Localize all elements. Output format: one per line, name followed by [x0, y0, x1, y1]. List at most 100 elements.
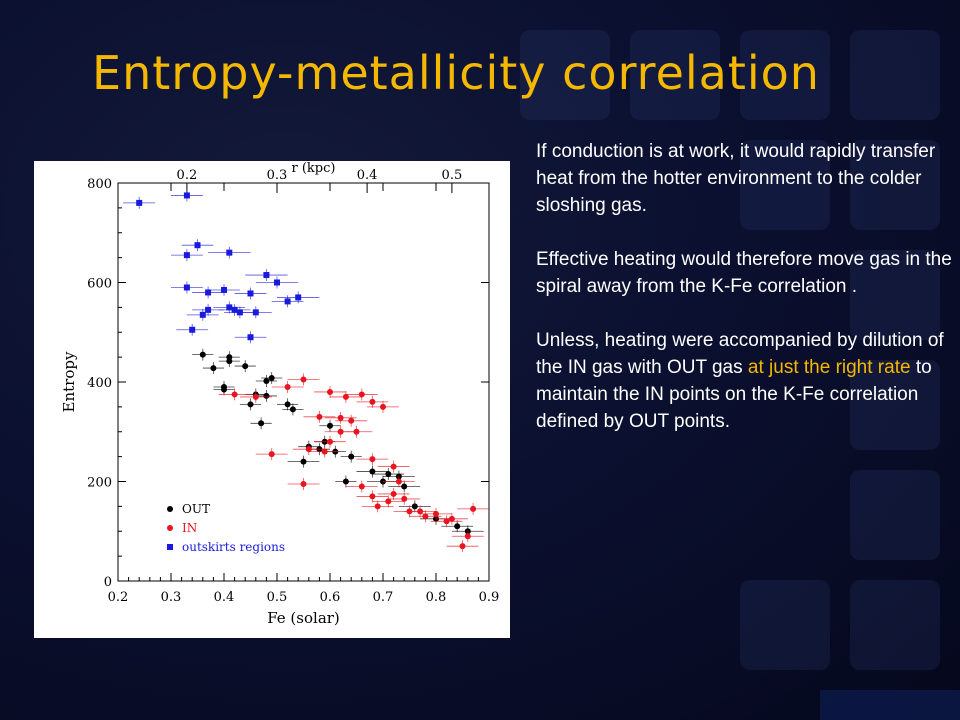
- background-tiles: [520, 30, 940, 670]
- x-axis-label: Fe (solar): [267, 609, 340, 627]
- x-tick-label: 0.2: [108, 590, 129, 605]
- top-tick-label: 0.3: [267, 168, 288, 183]
- in-point: [443, 518, 450, 525]
- in-point: [327, 388, 333, 395]
- in-point: [390, 490, 397, 497]
- in-point: [369, 456, 376, 463]
- out-point: [300, 458, 307, 465]
- top-tick-label: 0.4: [357, 168, 378, 183]
- entropy-fe-scatter-plot: 0.2 0.3 0.4 0.5 0.6 0.7 0.8 0.9 0 200 400 600 800 0.2…: [60, 161, 500, 627]
- in-point: [337, 414, 344, 421]
- legend-marker-out: [167, 506, 173, 512]
- top-axis-label: r (kpc): [292, 161, 336, 176]
- corner-decoration: [820, 690, 960, 720]
- x-tick-label: 0.8: [426, 590, 447, 605]
- out-point: [284, 401, 291, 408]
- out-point: [411, 503, 418, 510]
- outskirts-regions-point: [263, 272, 270, 279]
- outskirts-regions-point: [274, 279, 280, 286]
- in-point: [385, 498, 392, 505]
- in-point: [268, 451, 275, 458]
- outskirts-regions-point: [194, 242, 201, 249]
- in-point: [395, 478, 402, 485]
- out-point: [289, 406, 296, 413]
- in-point: [358, 483, 365, 490]
- in-point: [369, 493, 376, 500]
- in-point: [358, 391, 365, 398]
- y-tick-label: 600: [87, 277, 112, 292]
- y-axis-label: Entropy: [60, 351, 78, 412]
- in-point: [252, 393, 259, 400]
- x-tick-label: 0.6: [320, 590, 341, 605]
- paragraph-3-part-1: Unless, heating were accompanied by dilu…: [536, 330, 944, 378]
- y-tick-label: 0: [104, 575, 112, 590]
- in-point: [316, 413, 323, 420]
- paragraph-3-part-2: to maintain the IN points on the K-Fe co…: [536, 357, 932, 432]
- in-point: [380, 403, 386, 410]
- outskirts-regions-point: [183, 192, 190, 199]
- in-point: [433, 510, 439, 517]
- legend-marker-outskirts-regions: [167, 544, 173, 550]
- x-tick-label: 0.3: [161, 590, 182, 605]
- in-point: [374, 503, 381, 510]
- out-point: [221, 386, 227, 393]
- in-point: [284, 383, 291, 390]
- paragraph-3-highlight: at just the right rate: [747, 357, 911, 378]
- y-tick-label: 200: [87, 476, 112, 491]
- in-point: [448, 515, 455, 522]
- x-tick-label: 0.9: [479, 590, 500, 605]
- x-tick-label: 0.5: [267, 590, 288, 605]
- out-point: [342, 478, 349, 485]
- slide-title: Entropy-metallicity correlation: [92, 46, 820, 100]
- in-point: [327, 438, 333, 445]
- outskirts-regions-point: [221, 286, 227, 293]
- in-point: [348, 417, 355, 424]
- out-point: [263, 392, 270, 399]
- outskirts-regions-point: [199, 311, 206, 318]
- in-point: [321, 448, 328, 455]
- outskirts-regions-point: [205, 289, 212, 296]
- body-text: If conduction is at work, it would rapid…: [536, 138, 956, 462]
- out-point: [348, 453, 355, 460]
- outskirts-regions-point: [247, 290, 254, 297]
- out-point: [268, 375, 275, 382]
- out-point: [327, 422, 333, 429]
- in-point: [459, 543, 466, 550]
- outskirts-regions-point: [205, 306, 212, 313]
- out-point: [369, 468, 376, 475]
- in-point: [464, 533, 471, 540]
- legend-label-out: OUT: [182, 502, 210, 516]
- out-point: [226, 358, 233, 365]
- out-point: [454, 523, 461, 530]
- outskirts-regions-point: [226, 304, 233, 311]
- outskirts-regions-point: [189, 326, 196, 333]
- in-point: [390, 463, 397, 470]
- paragraph-2: Effective heating would therefore move g…: [536, 249, 952, 297]
- outskirts-regions-point: [284, 298, 291, 305]
- outskirts-regions-point: [231, 306, 238, 313]
- outskirts-regions-point: [226, 249, 233, 256]
- outskirts-regions-point: [136, 199, 143, 206]
- in-point: [369, 398, 376, 405]
- x-tick-label: 0.4: [214, 590, 235, 605]
- out-point: [263, 378, 270, 385]
- legend-marker-in: [167, 525, 173, 531]
- out-point: [210, 365, 217, 372]
- outskirts-regions-point: [183, 252, 190, 259]
- x-tick-label: 0.7: [373, 590, 394, 605]
- in-point: [337, 428, 344, 435]
- in-point: [470, 505, 477, 512]
- out-point: [385, 471, 392, 478]
- out-point: [247, 401, 254, 408]
- in-point: [342, 393, 349, 400]
- legend-label-in: IN: [182, 521, 197, 535]
- paragraph-3: Unless, heating were accompanied by dilu…: [536, 327, 956, 435]
- paragraph-1: If conduction is at work, it would rapid…: [536, 141, 936, 216]
- outskirts-regions-point: [247, 334, 254, 341]
- in-point: [401, 495, 408, 502]
- in-point: [300, 480, 307, 487]
- out-point: [199, 351, 206, 358]
- legend-label-outskirts-regions: outskirts regions: [182, 540, 285, 554]
- y-tick-label: 800: [87, 177, 112, 192]
- in-point: [422, 513, 429, 520]
